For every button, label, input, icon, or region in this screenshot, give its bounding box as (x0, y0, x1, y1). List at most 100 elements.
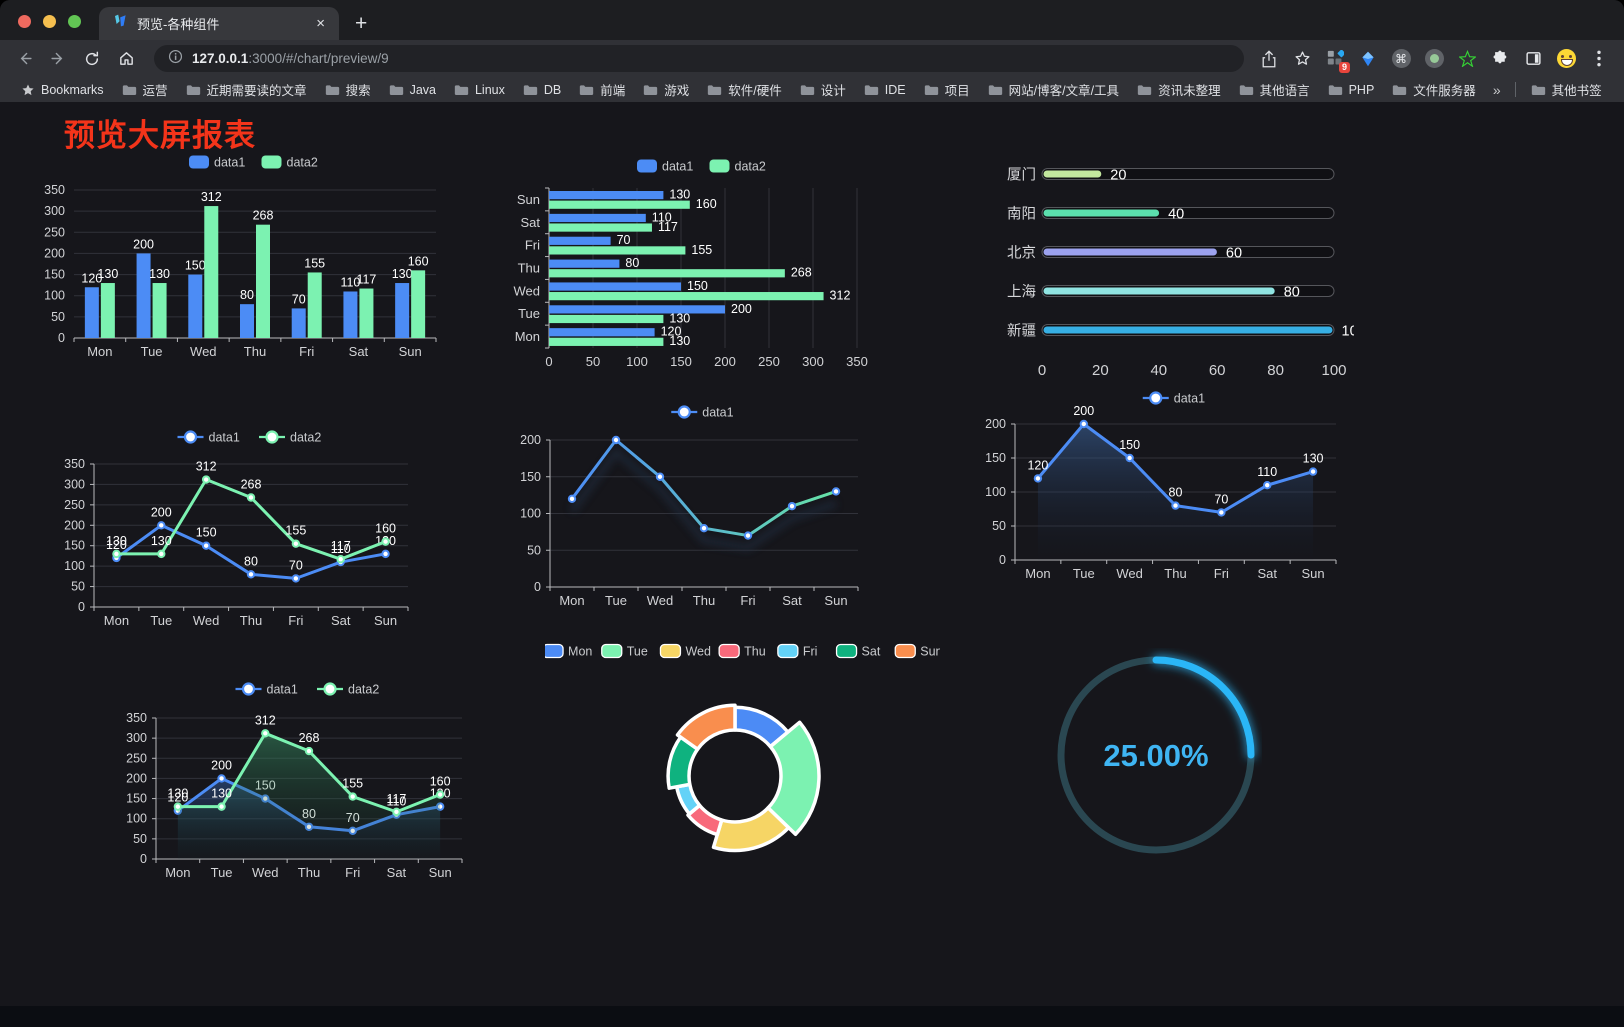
folder-icon (1393, 84, 1407, 95)
chart-gauge[interactable]: 25.00% (1050, 648, 1262, 868)
tab-close-icon[interactable]: × (316, 15, 325, 32)
svg-text:Sat: Sat (520, 215, 540, 230)
svg-text:268: 268 (253, 209, 274, 223)
svg-text:25.00%: 25.00% (1103, 738, 1208, 773)
svg-text:130: 130 (1303, 452, 1324, 466)
svg-text:350: 350 (126, 711, 147, 725)
svg-text:data1: data1 (267, 683, 298, 697)
svg-text:200: 200 (211, 758, 232, 772)
svg-text:0: 0 (58, 331, 65, 345)
bookmark-folder[interactable]: PHP (1319, 81, 1384, 99)
bookmark-folder[interactable]: 近期需要读的文章 (177, 78, 316, 101)
svg-text:160: 160 (375, 522, 396, 536)
svg-text:Wed: Wed (1116, 566, 1143, 581)
svg-text:南阳: 南阳 (1007, 206, 1036, 223)
dot-extension-icon[interactable] (1423, 48, 1445, 70)
chart-bar-horizontal[interactable]: data1 data2 0 50 100 150 200 250 300 350 Sun 130 160… (505, 148, 900, 391)
bookmark-folder[interactable]: 软件/硬件 (698, 78, 790, 101)
bookmark-folder[interactable]: 前端 (570, 78, 634, 101)
chart-line-gradient[interactable]: data1 0 50 100 150 200 Mon Tue Wed Thu Fri Sat Sun (500, 398, 880, 635)
puzzle-extension-icon[interactable] (1489, 48, 1511, 70)
bookmark-folder[interactable]: Linux (445, 81, 514, 99)
svg-text:70: 70 (617, 233, 631, 247)
svg-text:Sun: Sun (374, 613, 397, 628)
tab-strip: 预览-各种组件 × + (0, 0, 1624, 40)
browser-menu-icon[interactable] (1588, 48, 1610, 70)
site-info-icon[interactable] (168, 49, 183, 69)
svg-text:150: 150 (64, 539, 85, 553)
bookmark-folder[interactable]: 资讯未整理 (1128, 78, 1230, 101)
bookmark-folder[interactable]: 搜索 (316, 78, 380, 101)
star-extension-icon[interactable] (1456, 48, 1478, 70)
command-extension-icon[interactable]: ⌘ (1390, 48, 1412, 70)
folder-icon (1328, 84, 1342, 95)
window-minimize-button[interactable] (43, 15, 56, 28)
bookmark-folder[interactable]: 运营 (113, 78, 177, 101)
svg-text:110: 110 (652, 210, 672, 224)
gem-extension-icon[interactable] (1357, 48, 1379, 70)
svg-text:117: 117 (386, 792, 406, 806)
bookmark-folder[interactable]: 设计 (791, 78, 855, 101)
svg-text:50: 50 (586, 354, 600, 369)
home-button[interactable] (112, 45, 140, 73)
bookmark-folder[interactable]: IDE (855, 81, 915, 99)
svg-text:Mon: Mon (515, 329, 540, 344)
svg-text:60: 60 (1226, 246, 1242, 262)
bookmarks-manager-item[interactable]: Bookmarks (12, 81, 113, 99)
browser-tab[interactable]: 预览-各种组件 × (99, 7, 339, 40)
svg-text:Tue: Tue (150, 613, 172, 628)
chart-progress-bars[interactable]: 厦门 20 南阳 40 北京 60 上海 80 新疆 100 0 20 40 60 80 100 (1002, 160, 1366, 395)
svg-text:150: 150 (126, 792, 147, 806)
window-close-button[interactable] (18, 15, 31, 28)
svg-text:350: 350 (64, 457, 85, 471)
bookmark-folder[interactable]: DB (514, 81, 570, 99)
svg-text:250: 250 (64, 498, 85, 512)
chart-area-double[interactable]: data1 data2 0 50 100 150 200 250 300 350 Mon Tue Wed… (100, 674, 485, 915)
svg-text:150: 150 (185, 259, 206, 273)
bookmark-star-icon[interactable] (1291, 48, 1313, 70)
svg-text:250: 250 (758, 354, 780, 369)
svg-text:312: 312 (201, 190, 222, 204)
svg-text:100: 100 (1321, 362, 1346, 379)
svg-text:Mon: Mon (87, 344, 112, 359)
svg-text:Wed: Wed (193, 613, 220, 628)
reload-button[interactable] (78, 45, 106, 73)
bookmark-folder[interactable]: Java (380, 81, 445, 99)
svg-text:data1: data1 (1174, 392, 1205, 406)
window-zoom-button[interactable] (68, 15, 81, 28)
svg-text:150: 150 (1119, 438, 1140, 452)
bookmark-folder[interactable]: 文件服务器 (1383, 78, 1485, 101)
chart-area-single[interactable]: data1 0 50 100 150 200 Mon Tue Wed Thu Fri Sat Sun 12… (965, 386, 1355, 615)
chart-line-basic[interactable]: data1 data2 0 50 100 150 200 250 300 350 Mon Tue Wed… (42, 424, 422, 661)
extension-grid-icon[interactable]: 9 (1324, 48, 1350, 73)
chart-bar-grouped[interactable]: data1 data2 0 50 100 150 200 250 300 350 Mon Tue Wed… (28, 146, 443, 383)
svg-text:上海: 上海 (1007, 284, 1036, 301)
new-tab-button[interactable]: + (355, 12, 368, 35)
svg-text:Thu: Thu (240, 613, 262, 628)
svg-text:Fri: Fri (345, 865, 360, 880)
svg-text:150: 150 (520, 470, 541, 484)
folder-icon (1531, 84, 1545, 95)
svg-text:0: 0 (140, 852, 147, 866)
bookmark-folder[interactable]: 项目 (915, 78, 979, 101)
back-button[interactable] (10, 45, 38, 73)
folder-icon (122, 84, 136, 95)
bookmark-folder[interactable]: 游戏 (634, 78, 698, 101)
svg-text:0: 0 (1038, 362, 1046, 379)
svg-text:80: 80 (240, 288, 254, 302)
svg-text:新疆: 新疆 (1007, 323, 1036, 340)
svg-text:60: 60 (1209, 362, 1226, 379)
forward-button[interactable] (44, 45, 72, 73)
bookmark-folder[interactable]: 其他语言 (1230, 78, 1319, 101)
svg-text:data2: data2 (287, 156, 318, 170)
sidebar-toggle-icon[interactable] (1522, 48, 1544, 70)
address-bar[interactable]: 127.0.0.1:3000/#/chart/preview/9 (154, 45, 1244, 72)
bookmarks-overflow-chevron[interactable]: » (1492, 81, 1501, 98)
other-bookmarks-item[interactable]: 其他书签 (1522, 78, 1611, 101)
bookmark-folder[interactable]: 网站/博客/文章/工具 (979, 78, 1128, 101)
emoji-extension-icon[interactable] (1555, 48, 1577, 70)
share-icon[interactable] (1258, 48, 1280, 70)
chart-pie-rose[interactable]: Mon Tue Wed Thu Fri Sat Sun (542, 634, 943, 911)
svg-text:北京: 北京 (1007, 245, 1036, 262)
